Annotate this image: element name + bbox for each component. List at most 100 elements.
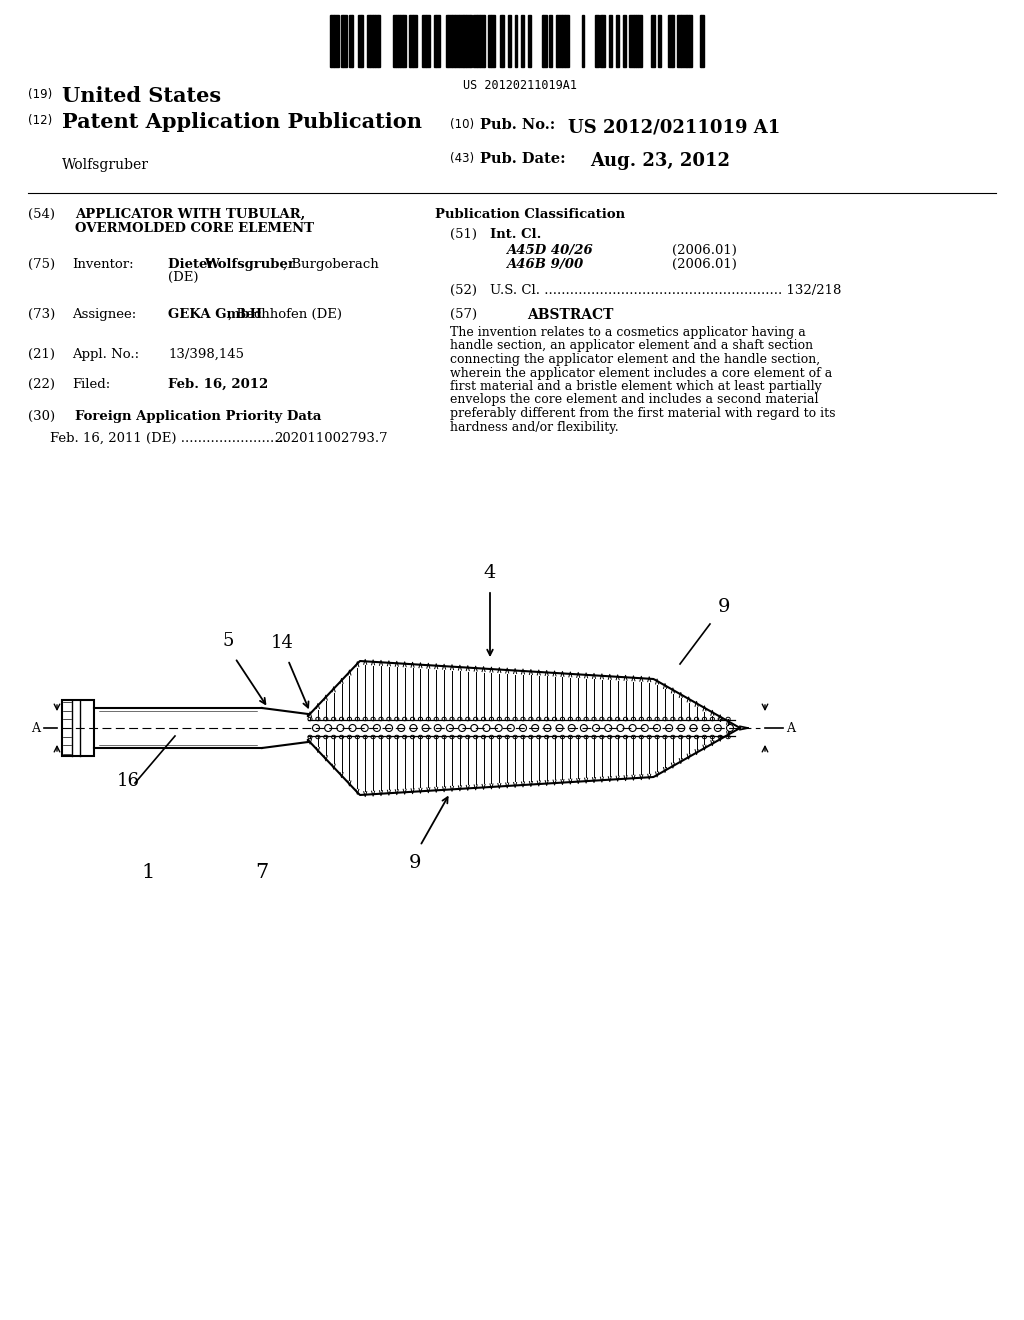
Bar: [449, 15, 453, 67]
Bar: [436, 15, 440, 67]
Text: connecting the applicator element and the handle section,: connecting the applicator element and th…: [450, 352, 820, 366]
Text: Patent Application Publication: Patent Application Publication: [62, 112, 422, 132]
Text: Pub. Date:: Pub. Date:: [480, 152, 565, 166]
Bar: [527, 15, 531, 67]
Bar: [393, 15, 395, 67]
Bar: [682, 15, 686, 67]
Text: Publication Classification: Publication Classification: [435, 209, 625, 220]
Text: 9: 9: [409, 854, 421, 873]
Bar: [434, 15, 436, 67]
Text: (2006.01): (2006.01): [672, 257, 737, 271]
Text: 14: 14: [270, 634, 294, 652]
Text: 9: 9: [718, 598, 730, 616]
Bar: [484, 15, 485, 67]
Bar: [330, 15, 332, 67]
Text: handle section, an applicator element and a shaft section: handle section, an applicator element an…: [450, 339, 813, 352]
Text: (2006.01): (2006.01): [672, 244, 737, 257]
Bar: [459, 15, 463, 67]
Bar: [602, 15, 604, 67]
Text: (43): (43): [450, 152, 474, 165]
Text: Dieter: Dieter: [168, 257, 219, 271]
Bar: [678, 15, 682, 67]
Bar: [595, 15, 599, 67]
Bar: [502, 15, 504, 67]
Text: The invention relates to a cosmetics applicator having a: The invention relates to a cosmetics app…: [450, 326, 806, 339]
Bar: [699, 15, 700, 67]
Text: (22): (22): [28, 378, 55, 391]
Bar: [492, 15, 496, 67]
Bar: [409, 15, 410, 67]
Bar: [668, 15, 672, 67]
Bar: [464, 15, 466, 67]
Text: A46B 9/00: A46B 9/00: [506, 257, 584, 271]
Text: (75): (75): [28, 257, 55, 271]
Bar: [332, 15, 334, 67]
Text: APPLICATOR WITH TUBULAR,: APPLICATOR WITH TUBULAR,: [75, 209, 305, 220]
Text: 202011002793.7: 202011002793.7: [274, 432, 388, 445]
Bar: [375, 15, 378, 67]
Bar: [549, 15, 552, 67]
Bar: [542, 15, 544, 67]
Text: US 20120211019A1: US 20120211019A1: [463, 79, 577, 92]
Text: (52): (52): [450, 284, 477, 297]
Bar: [687, 15, 689, 67]
Bar: [402, 15, 406, 67]
Text: (21): (21): [28, 348, 55, 360]
Bar: [426, 15, 430, 67]
Bar: [637, 15, 638, 67]
Bar: [565, 15, 568, 67]
Text: (DE): (DE): [168, 271, 199, 284]
Text: wherein the applicator element includes a core element of a: wherein the applicator element includes …: [450, 367, 833, 380]
Text: (73): (73): [28, 308, 55, 321]
Bar: [556, 15, 557, 67]
Text: (12): (12): [28, 114, 52, 127]
Bar: [600, 15, 602, 67]
Bar: [343, 15, 347, 67]
Text: Aug. 23, 2012: Aug. 23, 2012: [590, 152, 730, 170]
Bar: [360, 15, 362, 67]
Bar: [473, 15, 477, 67]
Text: (57): (57): [450, 308, 477, 321]
Text: Inventor:: Inventor:: [72, 257, 133, 271]
Bar: [609, 15, 612, 67]
Text: GEKA GmbH: GEKA GmbH: [168, 308, 262, 321]
Text: (54): (54): [28, 209, 55, 220]
Bar: [623, 15, 626, 67]
Bar: [582, 15, 584, 67]
Text: Feb. 16, 2011: Feb. 16, 2011: [50, 432, 141, 445]
Bar: [370, 15, 374, 67]
Bar: [470, 15, 472, 67]
Bar: [477, 15, 480, 67]
Text: Assignee:: Assignee:: [72, 308, 136, 321]
Text: 16: 16: [117, 772, 139, 789]
Bar: [400, 15, 402, 67]
Bar: [422, 15, 426, 67]
Bar: [630, 15, 634, 67]
Text: (DE) .........................: (DE) .........................: [146, 432, 287, 445]
Bar: [334, 15, 339, 67]
Text: 5: 5: [222, 632, 233, 649]
Bar: [689, 15, 692, 67]
Bar: [508, 15, 511, 67]
Bar: [657, 15, 662, 67]
Bar: [651, 15, 655, 67]
Text: Pub. No.:: Pub. No.:: [480, 117, 555, 132]
Bar: [500, 15, 502, 67]
Text: OVERMOLDED CORE ELEMENT: OVERMOLDED CORE ELEMENT: [75, 222, 314, 235]
Bar: [561, 15, 565, 67]
Text: ABSTRACT: ABSTRACT: [526, 308, 613, 322]
Text: A: A: [32, 722, 41, 734]
Bar: [395, 15, 398, 67]
Text: Filed:: Filed:: [72, 378, 111, 391]
Bar: [410, 15, 413, 67]
Text: , Burgoberach: , Burgoberach: [283, 257, 379, 271]
Bar: [638, 15, 642, 67]
Text: 4: 4: [483, 564, 497, 582]
Bar: [544, 15, 547, 67]
Bar: [455, 15, 459, 67]
Text: (19): (19): [28, 88, 52, 102]
Bar: [463, 15, 464, 67]
Text: (51): (51): [450, 228, 477, 242]
Text: first material and a bristle element which at least partially: first material and a bristle element whi…: [450, 380, 821, 393]
Bar: [351, 15, 353, 67]
